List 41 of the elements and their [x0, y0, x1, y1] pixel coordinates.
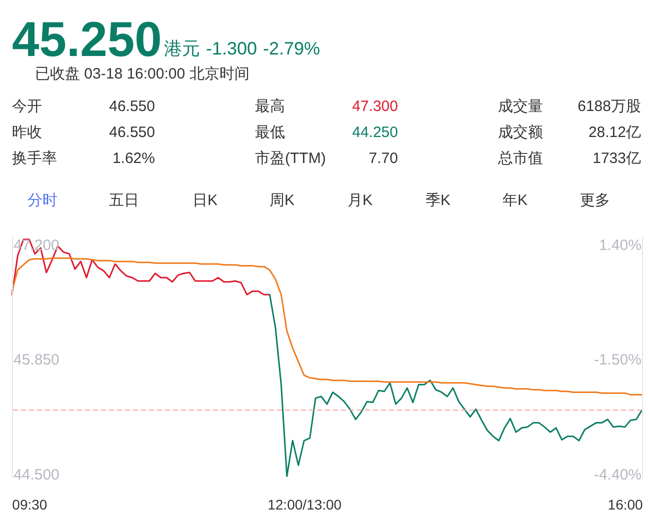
- text: 港元: [164, 38, 200, 58]
- text: 46.550: [109, 98, 155, 115]
- text: 成交量: [498, 98, 543, 115]
- text: 28.12亿: [588, 124, 641, 141]
- text: 最高: [255, 98, 285, 115]
- text: 成交额: [498, 124, 543, 141]
- text: 已收盘 03-18 16:00:00 北京时间: [35, 66, 250, 82]
- y2-tick-label: 1.40%: [598, 237, 642, 254]
- text: 周K: [269, 192, 295, 209]
- y-tick-label: 45.850: [14, 352, 60, 369]
- x-tick-label: 09:30: [12, 496, 48, 512]
- text: 最低: [255, 124, 285, 141]
- text: 市盈(TTM): [255, 150, 326, 167]
- line-series: [11, 238, 270, 296]
- x-tick-label: 12:00/13:00: [268, 496, 342, 512]
- text: -1.300: [206, 38, 258, 58]
- text: -2.79%: [263, 38, 320, 58]
- text: 换手率: [12, 150, 57, 167]
- text: 日K: [192, 192, 218, 209]
- text: 月K: [347, 192, 373, 209]
- text: 45.250: [12, 13, 162, 67]
- y-tick-label: 44.500: [14, 466, 60, 484]
- text: 年K: [502, 192, 528, 209]
- line-series: [11, 257, 643, 396]
- text: 46.550: [109, 124, 155, 141]
- text: 44.250: [352, 124, 398, 141]
- text: 6188万股: [578, 98, 641, 115]
- text: 季K: [425, 192, 451, 209]
- text: 更多: [580, 192, 610, 209]
- text: 五日: [109, 192, 139, 209]
- x-tick-label: 16:00: [608, 496, 644, 512]
- y2-tick-label: -4.40%: [594, 466, 642, 484]
- text: 7.70: [368, 150, 398, 167]
- text: 总市值: [497, 150, 543, 167]
- text: 今开: [12, 98, 42, 115]
- y2-tick-label: -1.50%: [594, 352, 642, 369]
- text: 1733亿: [592, 150, 641, 167]
- text: 1.62%: [112, 150, 155, 167]
- text: 分时: [28, 192, 58, 209]
- text: 47.300: [352, 98, 398, 115]
- text: 昨收: [12, 124, 42, 141]
